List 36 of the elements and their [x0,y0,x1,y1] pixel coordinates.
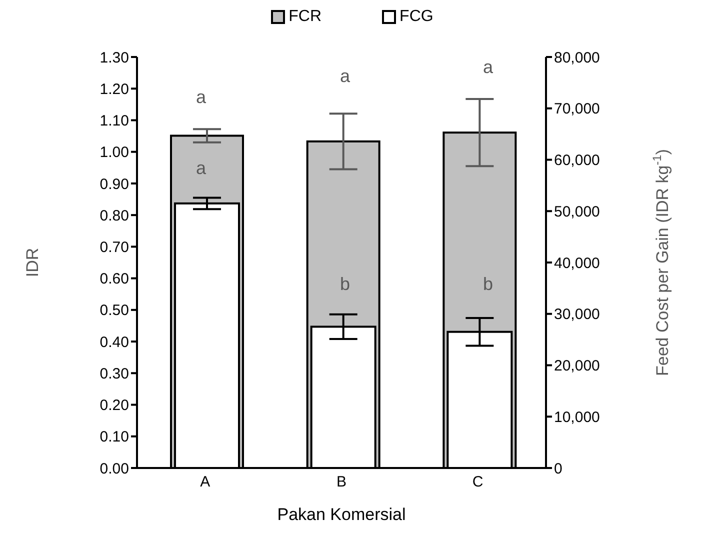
annotation: b [482,273,494,296]
y-tick-label: 0.40 [100,334,129,351]
x-axis-title: Pakan Komersial [277,505,406,524]
annotation: a [194,157,207,180]
y2-tick-label: 80,000 [554,49,600,66]
legend-label: FCG [400,8,434,26]
y-tick-label: 1.00 [100,144,129,162]
y-tick-label: 0.10 [100,428,129,446]
y-tick-label: 0.30 [100,365,129,382]
y2-tick-label: 60,000 [554,152,600,170]
y-tick-label: 1.30 [100,49,129,66]
y-tick-label: 0.80 [100,207,129,224]
annotation: a [194,86,207,109]
annotation: a [482,56,494,79]
y-tick-label: 0.90 [100,176,129,193]
y-tick-label: 0.70 [100,239,129,256]
y-axis-title: IDR [23,248,42,278]
y2-tick-label: 0 [554,460,562,478]
y2-tick-label: 10,000 [554,408,600,426]
y2-tick-label: 30,000 [554,306,600,324]
x-tick-label: C [472,474,484,491]
y2-tick-label: 20,000 [554,358,600,375]
y-tick-label: 0.60 [100,270,129,288]
y-tick-label: 0.50 [100,302,129,320]
legend-label: FCR [288,8,322,26]
y-tick-label: 0.00 [100,460,129,478]
annotation: a [338,65,351,88]
x-tick-label: A [200,474,210,491]
y-tick-label: 0.20 [100,397,129,414]
y-tick-label: 1.10 [100,112,129,130]
annotation: b [338,273,351,296]
y2-tick-label: 70,000 [554,100,600,118]
y2-tick-label: 50,000 [554,203,600,220]
y-tick-label: 1.20 [100,80,129,98]
x-tick-label: B [336,474,347,491]
y2-tick-label: 40,000 [554,254,600,272]
